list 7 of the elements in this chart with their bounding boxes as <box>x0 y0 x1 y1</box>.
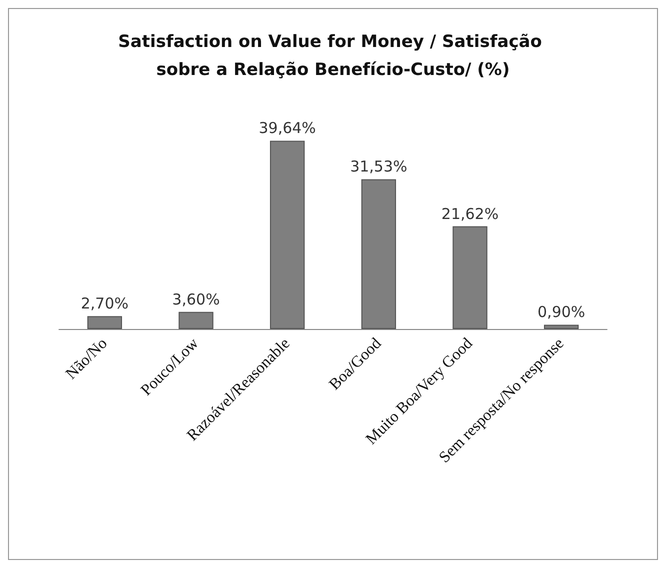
data-label: 31,53% <box>350 158 408 176</box>
chart-title: Satisfaction on Value for Money / Satisfação sobre a Relação Benefício-Custo/ (%) <box>118 32 548 80</box>
data-label: 3,60% <box>172 290 220 308</box>
data-label: 39,64% <box>258 119 316 138</box>
data-label: 2,70% <box>80 294 128 313</box>
data-label: 21,62% <box>441 204 499 223</box>
data-label: 0,90% <box>538 303 586 322</box>
